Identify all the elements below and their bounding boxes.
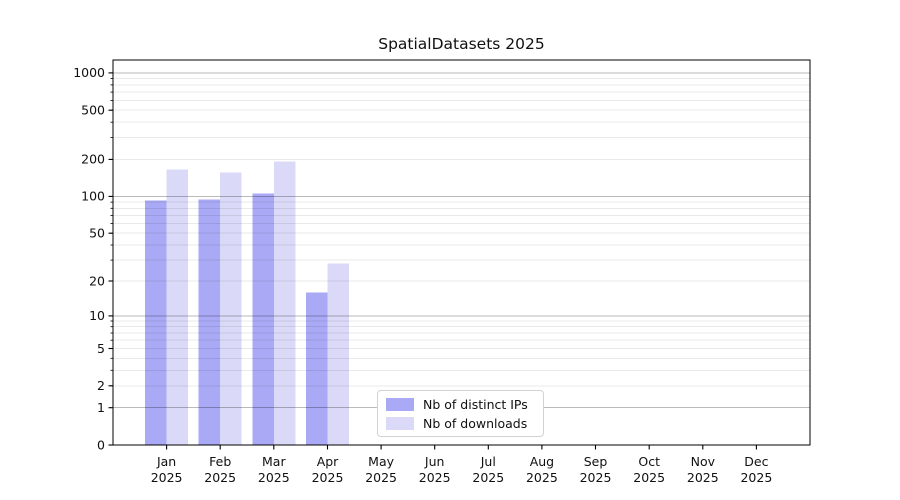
x-tick-label-year: 2025 <box>687 470 719 485</box>
y-tick-label: 20 <box>89 273 105 288</box>
x-tick-label-year: 2025 <box>472 470 504 485</box>
x-tick-label-month: Jun <box>424 454 445 469</box>
y-tick-label: 1 <box>97 400 105 415</box>
x-tick-label-month: Aug <box>530 454 554 469</box>
x-tick-label-year: 2025 <box>633 470 665 485</box>
bar-feb-series1 <box>220 172 242 446</box>
x-tick-label-year: 2025 <box>204 470 236 485</box>
legend-item-distinct-ips: Nb of distinct IPs <box>386 397 543 412</box>
x-tick-label-year: 2025 <box>419 470 451 485</box>
legend-label-distinct-ips: Nb of distinct IPs <box>423 396 528 412</box>
bar-apr-series1 <box>327 263 349 445</box>
x-tick-label-year: 2025 <box>740 470 772 485</box>
x-tick-label-month: Dec <box>744 454 768 469</box>
y-tick-label: 500 <box>81 103 105 118</box>
bar-jan-series1 <box>166 169 189 445</box>
bar-apr-series0 <box>306 292 328 445</box>
x-tick-label-month: Apr <box>317 454 339 469</box>
y-tick-label: 0 <box>97 437 105 452</box>
x-tick-label-year: 2025 <box>365 470 397 485</box>
y-tick-label: 5 <box>97 341 105 356</box>
x-tick-label-month: Mar <box>262 454 286 469</box>
x-tick-label-year: 2025 <box>258 470 290 485</box>
x-tick-label-month: Feb <box>209 454 231 469</box>
x-tick-label-year: 2025 <box>312 470 344 485</box>
bar-jan-series0 <box>145 200 167 445</box>
x-tick-label-year: 2025 <box>151 470 183 485</box>
x-tick-label-month: Sep <box>584 454 608 469</box>
x-tick-label-year: 2025 <box>526 470 558 485</box>
y-tick-label: 100 <box>81 189 105 204</box>
x-tick-label-month: Jul <box>480 454 496 469</box>
x-tick-label-month: May <box>368 454 394 469</box>
legend-swatch-distinct-ips <box>386 397 414 411</box>
y-tick-label: 200 <box>81 152 105 167</box>
plot-border <box>112 59 811 446</box>
y-tick-label: 2 <box>97 378 105 393</box>
legend-item-downloads: Nb of downloads <box>386 416 543 431</box>
x-tick-label-year: 2025 <box>580 470 612 485</box>
chart-title: SpatialDatasets 2025 <box>378 35 545 53</box>
bar-mar-series0 <box>252 193 274 445</box>
x-tick-label-month: Jan <box>156 454 176 469</box>
y-tick-label: 10 <box>89 308 105 323</box>
legend: Nb of distinct IPs Nb of downloads <box>377 390 544 437</box>
x-tick-label-month: Oct <box>638 454 660 469</box>
bar-mar-series1 <box>273 161 296 446</box>
bar-feb-series0 <box>198 199 221 445</box>
y-tick-label: 1000 <box>73 65 105 80</box>
legend-swatch-downloads <box>386 416 414 430</box>
legend-label-downloads: Nb of downloads <box>423 415 528 431</box>
x-tick-label-month: Nov <box>691 454 716 469</box>
y-tick-label: 50 <box>89 226 105 241</box>
